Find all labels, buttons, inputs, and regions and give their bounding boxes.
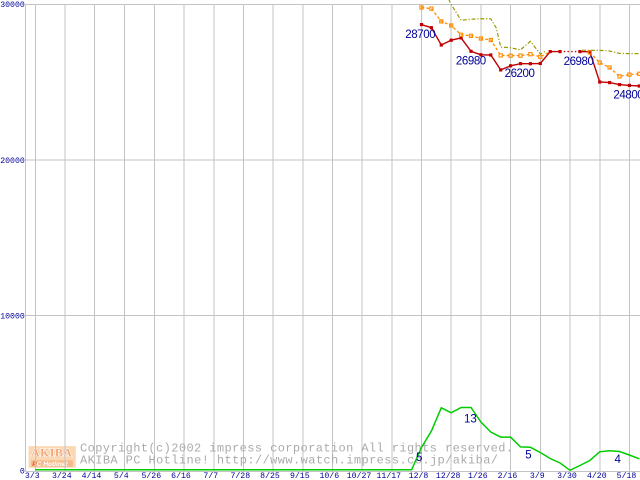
svg-text:26200: 26200	[505, 68, 535, 80]
svg-text:AKIBA PC Hotline! http://www.w: AKIBA PC Hotline! http://www.watch.impre…	[80, 454, 498, 468]
svg-text:7/28: 7/28	[230, 471, 250, 480]
svg-text:10/6: 10/6	[319, 471, 339, 480]
svg-text:10/27: 10/27	[347, 471, 372, 480]
svg-text:13: 13	[464, 414, 477, 426]
svg-text:2/16: 2/16	[498, 471, 518, 480]
svg-text:12/28: 12/28	[436, 471, 461, 480]
svg-text:3/9: 3/9	[530, 471, 545, 480]
svg-text:5/4: 5/4	[114, 471, 129, 480]
svg-text:4/20: 4/20	[587, 471, 607, 480]
svg-text:4/14: 4/14	[82, 471, 102, 480]
svg-text:26980: 26980	[564, 56, 594, 68]
svg-text:11/17: 11/17	[377, 471, 402, 480]
svg-text:1/26: 1/26	[468, 471, 488, 480]
svg-text:7/7: 7/7	[203, 471, 218, 480]
svg-text:5: 5	[416, 452, 422, 464]
svg-text:30000: 30000	[0, 1, 25, 10]
svg-text:3/30: 3/30	[557, 471, 577, 480]
svg-text:24800: 24800	[613, 89, 640, 101]
svg-text:5/18: 5/18	[617, 471, 637, 480]
svg-text:9/15: 9/15	[290, 471, 310, 480]
svg-text:26980: 26980	[456, 55, 486, 67]
svg-text:6/16: 6/16	[171, 471, 191, 480]
svg-text:3/3: 3/3	[25, 471, 40, 480]
svg-text:AKIBA: AKIBA	[31, 446, 72, 460]
svg-text:12/8: 12/8	[409, 471, 429, 480]
svg-text:28700: 28700	[405, 29, 435, 41]
svg-text:5/26: 5/26	[141, 471, 161, 480]
svg-text:8/25: 8/25	[260, 471, 280, 480]
svg-text:3/24: 3/24	[52, 471, 72, 480]
svg-text:0: 0	[20, 467, 25, 476]
svg-text:4: 4	[615, 454, 622, 466]
svg-text:Copyright(c)2002 impress corpo: Copyright(c)2002 impress corporation All…	[80, 441, 513, 455]
svg-text:20000: 20000	[0, 157, 25, 166]
svg-text:10000: 10000	[0, 313, 25, 322]
svg-text:C Hotline!: C Hotline!	[37, 461, 69, 468]
svg-text:5: 5	[525, 450, 531, 462]
